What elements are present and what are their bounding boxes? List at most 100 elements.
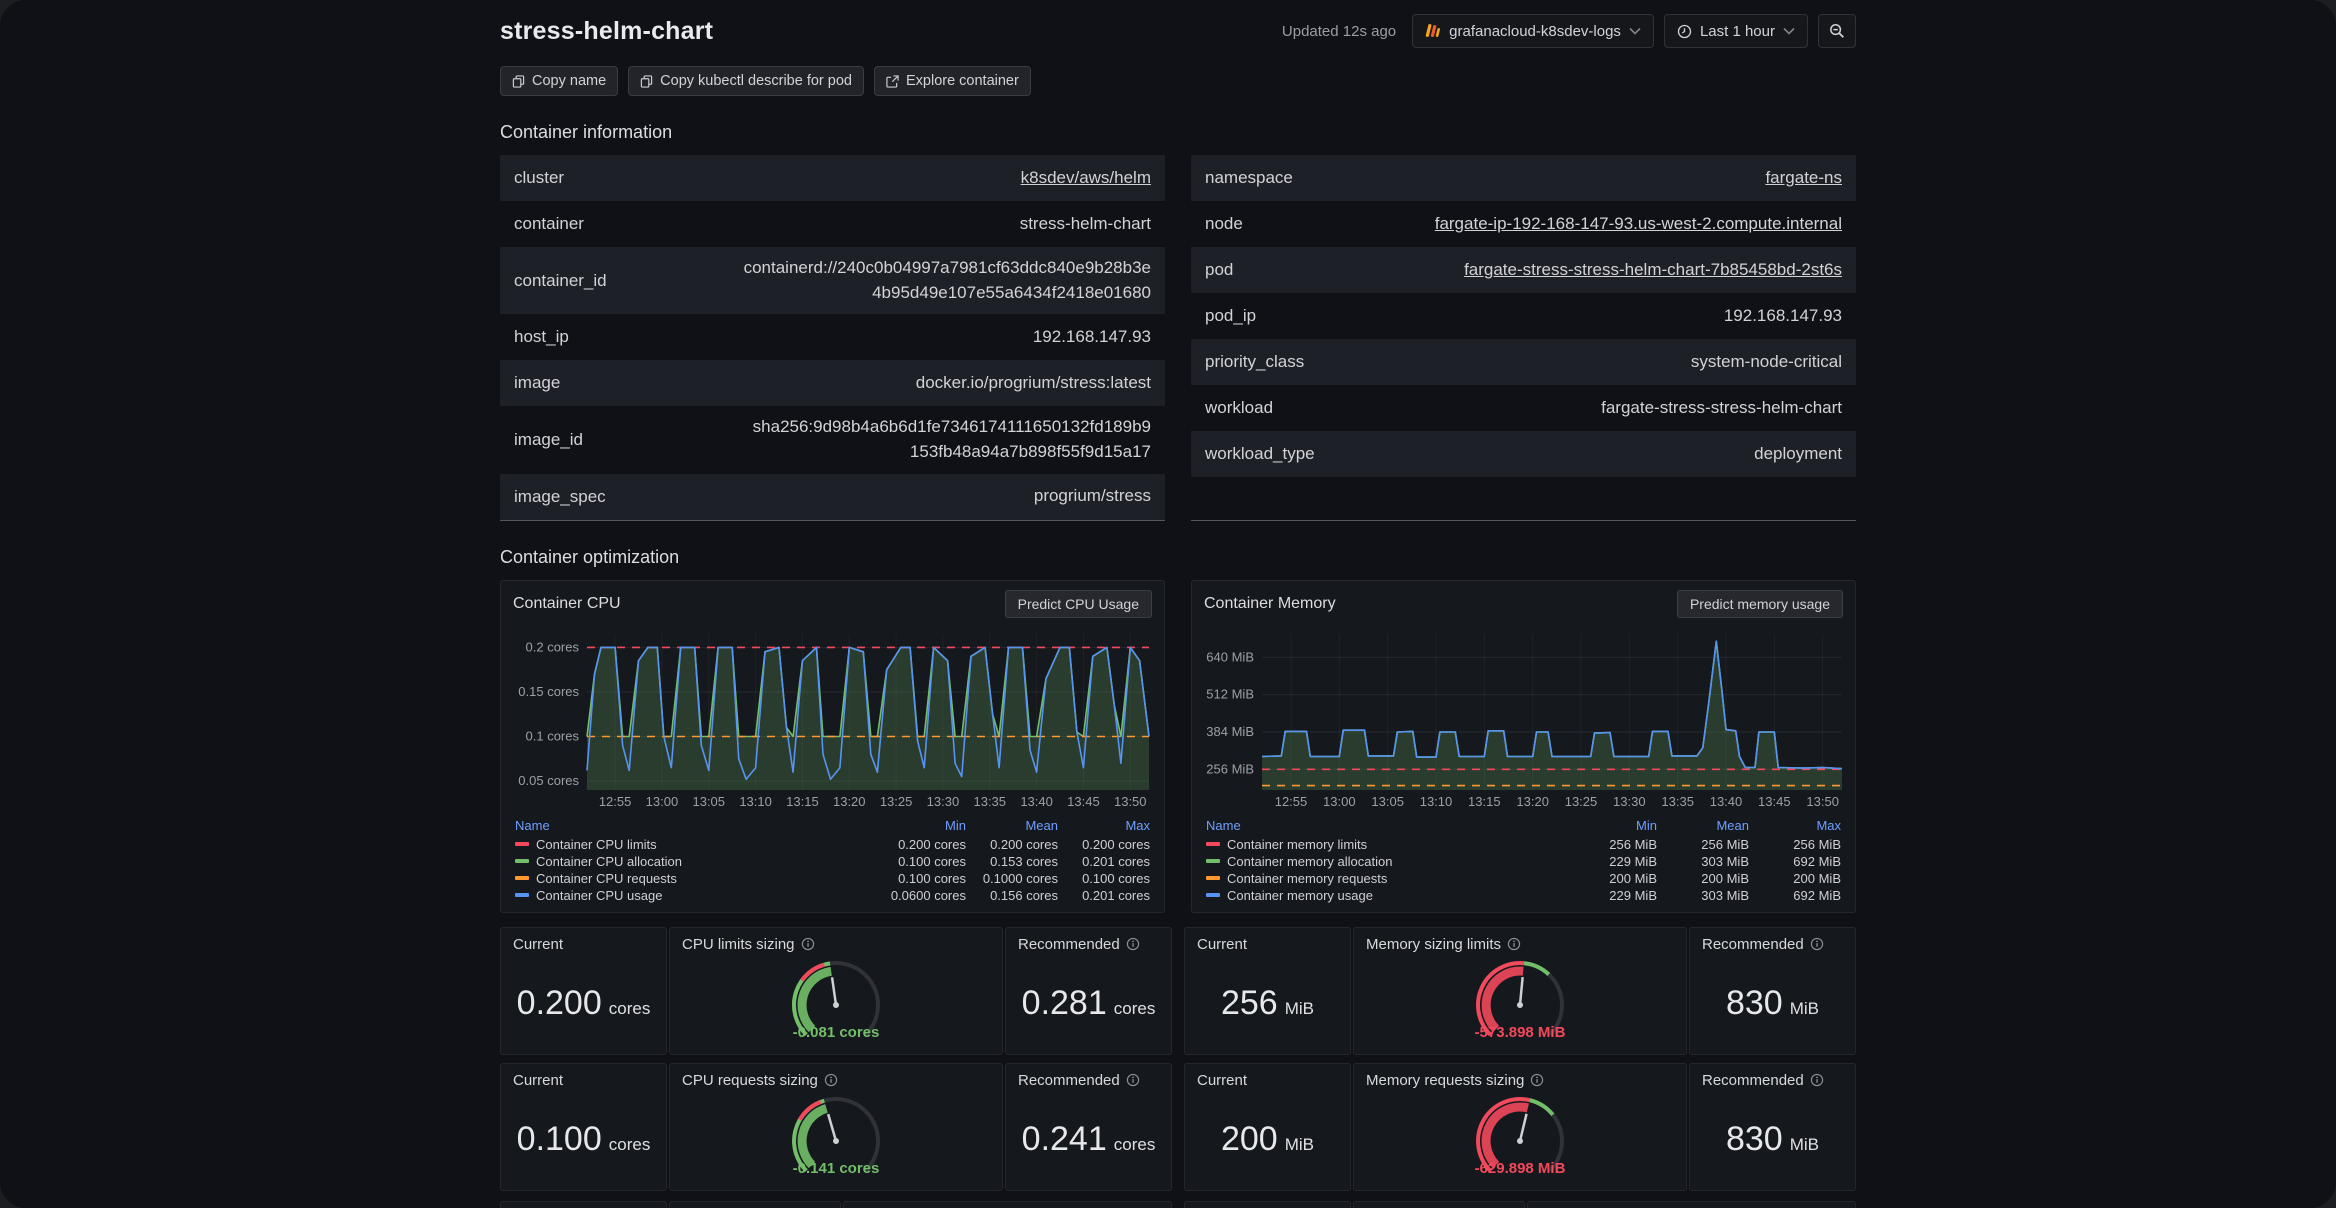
info-icon[interactable] bbox=[801, 937, 815, 951]
recommended-panel: Recommended 830 MiB bbox=[1689, 1062, 1856, 1191]
info-value[interactable]: fargate-ip-192-168-147-93.us-west-2.comp… bbox=[1434, 213, 1842, 233]
predict-cpu-usage-button[interactable]: Predict CPU Usage bbox=[1004, 589, 1152, 618]
info-row-pod: pod fargate-stress-stress-helm-chart-7b85… bbox=[1191, 247, 1856, 293]
legend-series-name[interactable]: Container memory allocation bbox=[1206, 854, 1565, 869]
svg-text:0.1 cores: 0.1 cores bbox=[525, 728, 579, 743]
svg-text:640 MiB: 640 MiB bbox=[1206, 649, 1254, 664]
legend-series-name[interactable]: Container memory usage bbox=[1206, 888, 1565, 903]
legend-max-value: 0.100 cores bbox=[1082, 870, 1150, 886]
info-value: containerd://240c0b04997a7981cf63ddc840e… bbox=[743, 258, 1151, 302]
svg-text:-629.898 MiB: -629.898 MiB bbox=[1475, 1160, 1566, 1177]
svg-text:-573.898 MiB: -573.898 MiB bbox=[1475, 1024, 1566, 1041]
svg-text:512 MiB: 512 MiB bbox=[1206, 686, 1254, 701]
legend-series-name[interactable]: Container CPU requests bbox=[515, 871, 874, 886]
container-info-tables: cluster k8sdev/aws/helm container stress-he… bbox=[500, 155, 1856, 521]
info-row-workload: workload fargate-stress-stress-helm-chart bbox=[1191, 385, 1856, 431]
info-key: cluster bbox=[514, 168, 565, 187]
svg-text:-0.081 cores: -0.081 cores bbox=[793, 1024, 880, 1041]
info-key: container bbox=[514, 214, 584, 233]
legend-header: Name bbox=[515, 818, 550, 834]
time-range-label: Last 1 hour bbox=[1699, 22, 1775, 40]
info-icon[interactable] bbox=[1810, 1073, 1824, 1087]
series-color-swatch bbox=[1206, 893, 1220, 898]
info-table-right: namespace fargate-ns node fargate-ip-192-16… bbox=[1191, 155, 1856, 521]
clock-icon bbox=[1677, 24, 1692, 38]
stat-unit: MiB bbox=[1789, 1135, 1819, 1155]
legend-min-value: 0.100 cores bbox=[898, 853, 966, 869]
cpu-limits-sizing-gauge: -0.081 cores bbox=[792, 961, 880, 1041]
info-icon[interactable] bbox=[1810, 937, 1824, 951]
stat-unit: cores bbox=[1113, 1135, 1156, 1155]
legend-row: Container memory usage 229 MiB 303 MiB 692 … bbox=[1192, 887, 1855, 904]
stat-value: 0.100 bbox=[516, 1120, 602, 1159]
info-value[interactable]: fargate-ns bbox=[1765, 167, 1842, 187]
svg-text:13:35: 13:35 bbox=[973, 794, 1006, 809]
updated-text: Updated 12s ago bbox=[1281, 22, 1397, 40]
legend-min-value: 0.100 cores bbox=[898, 870, 966, 886]
info-key: image_spec bbox=[514, 486, 606, 506]
info-key: pod_ip bbox=[1205, 306, 1257, 325]
info-key: workload bbox=[1205, 398, 1274, 417]
legend-mean-value: 0.156 cores bbox=[990, 887, 1058, 903]
current-panel: Current 0.100 cores bbox=[500, 1062, 667, 1191]
svg-text:12:55: 12:55 bbox=[598, 794, 631, 809]
info-icon[interactable] bbox=[824, 1073, 838, 1087]
panel-title: CPU limits sizing bbox=[682, 935, 795, 953]
stat-value: 200 bbox=[1220, 1120, 1278, 1159]
info-icon[interactable] bbox=[1126, 1073, 1140, 1087]
datasource-picker[interactable]: grafanacloud-k8sdev-logs bbox=[1412, 14, 1654, 48]
legend-mean-value: 256 MiB bbox=[1701, 836, 1749, 852]
info-key: workload_type bbox=[1205, 444, 1315, 463]
stat-value: 0.241 bbox=[1021, 1120, 1107, 1159]
legend-row: Container CPU limits 0.200 cores 0.200 cor… bbox=[501, 836, 1164, 853]
zoom-out-button[interactable] bbox=[1818, 14, 1856, 48]
info-value: deployment bbox=[1754, 443, 1842, 463]
external-link-icon bbox=[886, 74, 899, 88]
legend-max-value: 692 MiB bbox=[1793, 887, 1841, 903]
legend-max-value: 0.200 cores bbox=[1082, 836, 1150, 852]
chevron-down-icon bbox=[1629, 27, 1641, 35]
legend-mean-value: 0.153 cores bbox=[990, 853, 1058, 869]
info-row-container: container stress-helm-chart bbox=[500, 201, 1165, 247]
info-key: node bbox=[1205, 214, 1243, 233]
copy-name-button[interactable]: Copy name bbox=[500, 66, 619, 96]
series-color-swatch bbox=[1206, 842, 1220, 847]
cpu-requests-sizing-gauge: -0.141 cores bbox=[792, 1097, 880, 1177]
copy-kubectl-button[interactable]: Copy kubectl describe for pod bbox=[628, 66, 864, 96]
stat-value: 256 bbox=[1220, 984, 1278, 1023]
info-value[interactable]: fargate-stress-stress-helm-chart-7b85458… bbox=[1464, 259, 1842, 279]
legend-header: Min bbox=[945, 818, 966, 834]
info-icon[interactable] bbox=[1530, 1073, 1544, 1087]
legend-series-name[interactable]: Container memory requests bbox=[1206, 871, 1565, 886]
svg-text:13:20: 13:20 bbox=[1516, 794, 1549, 809]
info-value: progrium/stress bbox=[1033, 486, 1151, 506]
recommended-panel: Recommended 0.281 cores bbox=[1005, 926, 1172, 1055]
info-icon[interactable] bbox=[1126, 937, 1140, 951]
stat-unit: MiB bbox=[1284, 1135, 1314, 1155]
cpu-time-series-chart: 0.05 cores 0.1 cores 0.15 cores 0.2 cores 12… bbox=[518, 633, 1150, 809]
panel-title: Recommended bbox=[1018, 935, 1120, 953]
time-range-picker[interactable]: Last 1 hour bbox=[1663, 14, 1808, 48]
explore-container-button[interactable]: Explore container bbox=[873, 66, 1031, 96]
memory-sizing-limits-gauge: -573.898 MiB bbox=[1475, 961, 1566, 1041]
legend-row: Container CPU requests 0.100 cores 0.1000 … bbox=[501, 870, 1164, 887]
info-row-node: node fargate-ip-192-168-147-93.us-west-2.… bbox=[1191, 201, 1856, 247]
stat-unit: MiB bbox=[1284, 999, 1314, 1019]
legend-row: Container CPU allocation 0.100 cores 0.153… bbox=[501, 853, 1164, 870]
memory-requests-sizing-panel: Memory requests sizing -629.898 MiB bbox=[1353, 1062, 1687, 1191]
svg-text:13:45: 13:45 bbox=[1758, 794, 1791, 809]
stat-value: 830 bbox=[1725, 984, 1783, 1023]
info-icon[interactable] bbox=[1507, 937, 1521, 951]
cpu-chart-legend: Name Min Mean Max Container CPU limits 0.200 … bbox=[501, 816, 1164, 904]
legend-series-name[interactable]: Container CPU limits bbox=[515, 837, 874, 852]
legend-series-name[interactable]: Container CPU allocation bbox=[515, 854, 874, 869]
predict-memory-usage-button[interactable]: Predict memory usage bbox=[1676, 589, 1843, 618]
info-value: docker.io/progrium/stress:latest bbox=[915, 372, 1151, 392]
datasource-label: grafanacloud-k8sdev-logs bbox=[1449, 22, 1621, 40]
svg-text:13:10: 13:10 bbox=[739, 794, 772, 809]
series-color-swatch bbox=[515, 859, 529, 864]
info-value[interactable]: k8sdev/aws/helm bbox=[1020, 167, 1151, 187]
legend-series-name[interactable]: Container memory limits bbox=[1206, 837, 1565, 852]
svg-text:13:35: 13:35 bbox=[1661, 794, 1694, 809]
legend-series-name[interactable]: Container CPU usage bbox=[515, 888, 874, 903]
